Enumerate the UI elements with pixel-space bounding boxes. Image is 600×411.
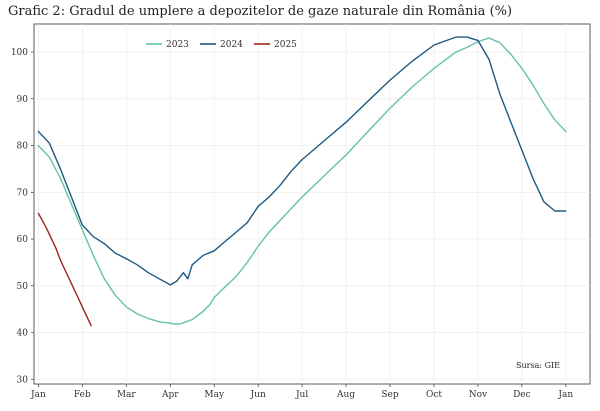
source-note: Sursa: GIE	[516, 361, 560, 370]
legend-label-2025: 2025	[274, 40, 297, 50]
series-line-2024	[37, 36, 567, 286]
y-tick-label: 40	[17, 329, 29, 339]
x-tick-label: Dec	[513, 390, 531, 400]
y-tick-label: 50	[17, 282, 29, 292]
chart-title: Grafic 2: Gradul de umplere a depozitelo…	[8, 4, 512, 19]
x-tick-label: Jul	[295, 390, 308, 400]
x-tick-label: Oct	[426, 390, 442, 400]
x-tick-label: Apr	[161, 390, 179, 400]
x-tick-label: Jan	[557, 390, 573, 400]
y-tick-label: 80	[17, 142, 29, 152]
y-tick-label: 90	[17, 95, 29, 105]
x-tick-label: May	[204, 390, 225, 400]
x-tick-label: Feb	[74, 390, 91, 400]
series-line-2023	[37, 37, 567, 325]
x-tick-label: Jan	[30, 390, 46, 400]
legend: 2023 2024 2025	[146, 40, 297, 50]
y-tick-label: 60	[17, 235, 29, 245]
x-tick-label: Mar	[117, 390, 137, 400]
series-line-2025	[37, 212, 92, 327]
x-tick-label: Nov	[469, 390, 488, 400]
x-tick-label: Sep	[381, 390, 398, 400]
y-tick-label: 70	[17, 188, 29, 198]
plot-frame	[33, 23, 591, 385]
legend-label-2024: 2024	[220, 40, 243, 50]
legend-label-2023: 2023	[166, 40, 189, 50]
grid-layer	[34, 24, 590, 384]
series-layer	[37, 36, 567, 327]
x-tick-label: Jun	[250, 390, 266, 400]
axis-layer: 30 40 50 60 70 80 90 100 Jan Feb Mar Apr May Jun Jul Au…	[11, 48, 574, 400]
y-tick-label: 100	[11, 48, 28, 58]
x-tick-label: Aug	[336, 390, 355, 400]
y-tick-label: 30	[17, 375, 29, 385]
